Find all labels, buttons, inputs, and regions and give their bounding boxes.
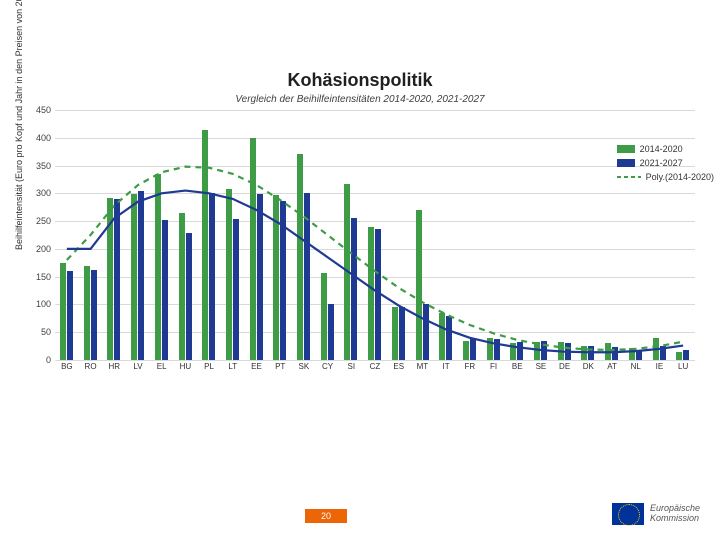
xlabel: EE (245, 362, 269, 371)
xlabel: DK (576, 362, 600, 371)
xlabel: LT (221, 362, 245, 371)
xlabel: LV (126, 362, 150, 371)
page-title: Kohäsionspolitik (0, 70, 720, 91)
xlabel: SI (339, 362, 363, 371)
ytick: 300 (21, 188, 51, 198)
xlabel: EL (150, 362, 174, 371)
xlabel: NL (624, 362, 648, 371)
slide-number: 20 (305, 509, 347, 523)
y-axis-label: Beihilfeintensität (Euro pro Kopf und Ja… (14, 0, 24, 250)
ytick: 0 (21, 355, 51, 365)
xlabel: IT (434, 362, 458, 371)
ytick: 150 (21, 272, 51, 282)
legend-swatch-2021 (617, 159, 635, 167)
chart-subtitle: Vergleich der Beihilfeintensitäten 2014-… (0, 94, 720, 105)
ec-brand-1: Europäische (650, 503, 700, 513)
legend-trend-icon (617, 173, 641, 181)
legend-label-2014: 2014-2020 (640, 144, 683, 154)
trend-lines (55, 110, 695, 360)
xlabel: CZ (363, 362, 387, 371)
ytick: 50 (21, 327, 51, 337)
xlabel: MT (411, 362, 435, 371)
ytick: 100 (21, 299, 51, 309)
xlabel: SE (529, 362, 553, 371)
xlabel: HU (174, 362, 198, 371)
ytick: 350 (21, 161, 51, 171)
ytick: 450 (21, 105, 51, 115)
ec-logo: EuropäischeKommission (612, 503, 700, 525)
ytick: 200 (21, 244, 51, 254)
xlabel: PL (197, 362, 221, 371)
ytick: 250 (21, 216, 51, 226)
xlabel: RO (79, 362, 103, 371)
legend-swatch-2014 (617, 145, 635, 153)
xlabel: FR (458, 362, 482, 371)
xlabel: BE (505, 362, 529, 371)
xlabel: FI (482, 362, 506, 371)
ytick: 400 (21, 133, 51, 143)
xlabel: ES (387, 362, 411, 371)
xlabel: IE (648, 362, 672, 371)
xlabel: DE (553, 362, 577, 371)
legend-label-poly: Poly.(2014-2020) (646, 172, 714, 182)
eu-flag-icon (612, 503, 644, 525)
xlabel: BG (55, 362, 79, 371)
xlabel: SK (292, 362, 316, 371)
xlabel: CY (316, 362, 340, 371)
xlabel: PT (268, 362, 292, 371)
aid-intensity-chart: 050100150200250300350400450 BGROHRLVELHU… (55, 110, 695, 385)
xlabel: HR (102, 362, 126, 371)
xlabel: AT (600, 362, 624, 371)
xlabel: LU (671, 362, 695, 371)
chart-legend: 2014-2020 2021-2027 Poly.(2014-2020) (617, 140, 714, 186)
ec-brand-2: Kommission (650, 513, 699, 523)
legend-label-2021: 2021-2027 (640, 158, 683, 168)
